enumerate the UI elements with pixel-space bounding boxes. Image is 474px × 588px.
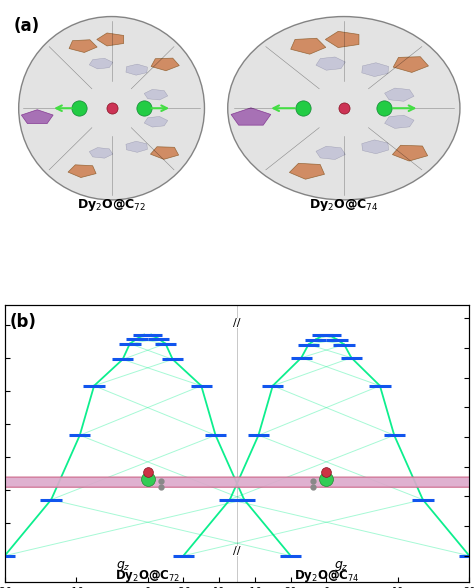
FancyBboxPatch shape: [0, 477, 474, 487]
Text: //: //: [233, 318, 241, 328]
Text: (a): (a): [14, 16, 40, 35]
Text: (b): (b): [9, 313, 36, 331]
Text: Dy$_2$O@C$_{72}$: Dy$_2$O@C$_{72}$: [77, 197, 146, 213]
Ellipse shape: [228, 16, 460, 200]
Ellipse shape: [18, 16, 204, 200]
Text: $g_z$: $g_z$: [116, 559, 130, 573]
Text: Dy$_2$O@C$_{74}$: Dy$_2$O@C$_{74}$: [309, 197, 379, 213]
Text: Dy$_2$O@C$_{74}$: Dy$_2$O@C$_{74}$: [293, 567, 359, 583]
Text: $g_z$: $g_z$: [334, 559, 348, 573]
FancyBboxPatch shape: [0, 477, 474, 487]
Text: Dy$_2$O@C$_{72}$: Dy$_2$O@C$_{72}$: [115, 567, 180, 583]
Text: //: //: [233, 546, 241, 556]
